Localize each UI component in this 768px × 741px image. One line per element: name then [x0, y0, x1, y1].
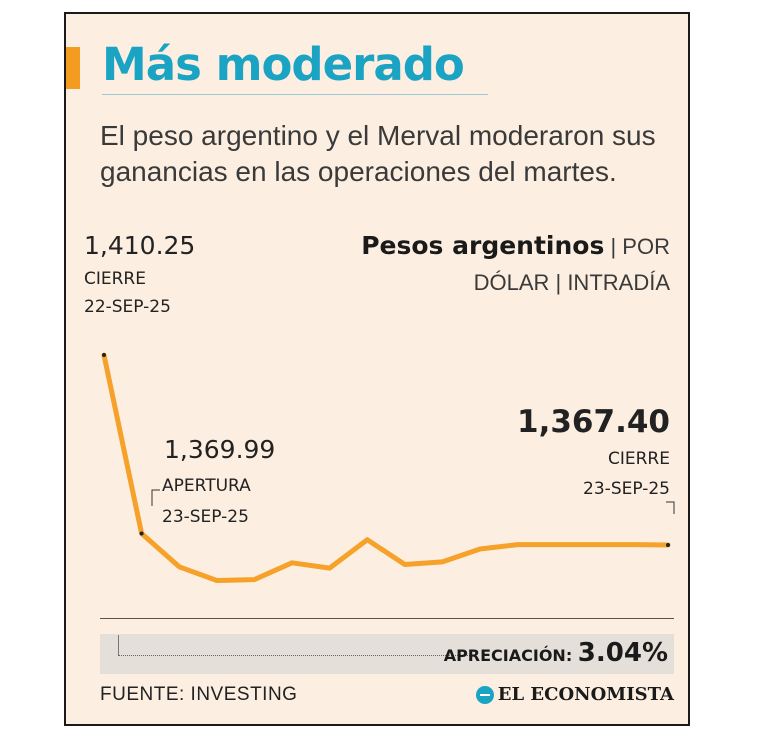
data-points: [102, 353, 670, 548]
annotation-close-date: 23-SEP-25: [583, 479, 670, 499]
annotation-open-date: 23-SEP-25: [162, 507, 249, 527]
title-underline: [102, 94, 488, 95]
appreciation-summary: APRECIACIÓN: 3.04%: [444, 638, 668, 668]
el-economista-logo-icon: [475, 685, 494, 704]
appreciation-value: 3.04%: [577, 638, 668, 668]
brand-name: EL ECONOMISTA: [497, 684, 674, 705]
summary-tick: [118, 635, 119, 655]
annotation-close-prev-value: 1,410.25: [84, 231, 195, 260]
line-chart: 1,410.25 CIERRE 22-SEP-25 1,369.99 APERT…: [84, 231, 675, 583]
brand-logo: EL ECONOMISTA: [475, 684, 674, 705]
data-point-15: [666, 543, 670, 548]
annotation-open-value: 1,369.99: [164, 435, 275, 464]
annotation-close-leader: [666, 501, 675, 514]
series-line: [101, 352, 671, 583]
annotation-close-prev-date: 22-SEP-25: [84, 297, 171, 317]
infographic-card: Más moderado El peso argentino y el Merv…: [64, 12, 690, 726]
summary-dotted-line: [118, 655, 470, 656]
chart-subtitle-part-2: DÓLAR | INTRADÍA: [473, 270, 670, 295]
annotation-open-label: APERTURA: [162, 476, 251, 496]
page-subtitle: El peso argentino y el Merval moderaron …: [100, 120, 656, 187]
annotation-close-prev-label: CIERRE: [84, 269, 146, 289]
chart-subtitle-part-1: | POR: [610, 234, 670, 259]
chart-title: Pesos argentinos: [361, 231, 605, 260]
source-credit: FUENTE: INVESTING: [100, 684, 298, 705]
annotation-close-label: CIERRE: [608, 449, 670, 469]
summary-band: [100, 634, 674, 674]
chart-baseline: [100, 618, 674, 619]
accent-bar: [66, 47, 80, 89]
chart-heading: Pesos argentinos | POR DÓLAR | INTRADÍA: [361, 228, 670, 301]
page-title: Más moderado: [102, 38, 465, 91]
appreciation-label: APRECIACIÓN:: [443, 646, 573, 665]
annotation-open-leader: [151, 489, 160, 506]
annotation-close-value: 1,367.40: [517, 404, 670, 440]
data-point-1: [139, 531, 144, 536]
data-point-0: [102, 353, 106, 358]
